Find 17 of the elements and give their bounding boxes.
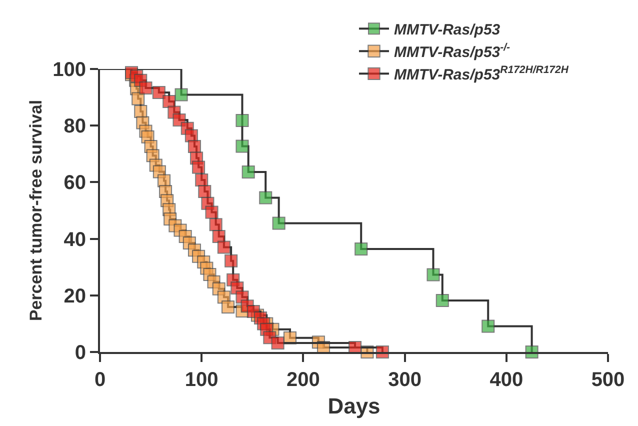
y-tick-label: 80 [64,116,86,138]
y-tick-label: 100 [52,59,86,81]
legend-label: MMTV-Ras/p53$^{-/-}$ [394,42,511,61]
x-axis-title: Days [328,393,380,418]
legend-label: MMTV-Ras/p53 [394,22,501,38]
x-tick-label: 500 [591,369,625,391]
x-tick-label: 400 [490,369,524,391]
y-tick-label: 20 [64,285,86,308]
x-tick-label: 0 [94,369,106,391]
y-tick-label: 60 [64,172,86,194]
x-tick-label: 100 [184,369,218,391]
y-tick-label: 0 [74,342,86,364]
x-tick-label: 300 [388,369,422,391]
y-axis-title: Percent tumor-free survival [26,100,46,322]
x-tick-label: 200 [286,369,320,391]
y-tick-label: 40 [64,228,86,251]
legend-label: MMTV-Ras/p53$^{R172H/R172H}$ [394,64,569,84]
